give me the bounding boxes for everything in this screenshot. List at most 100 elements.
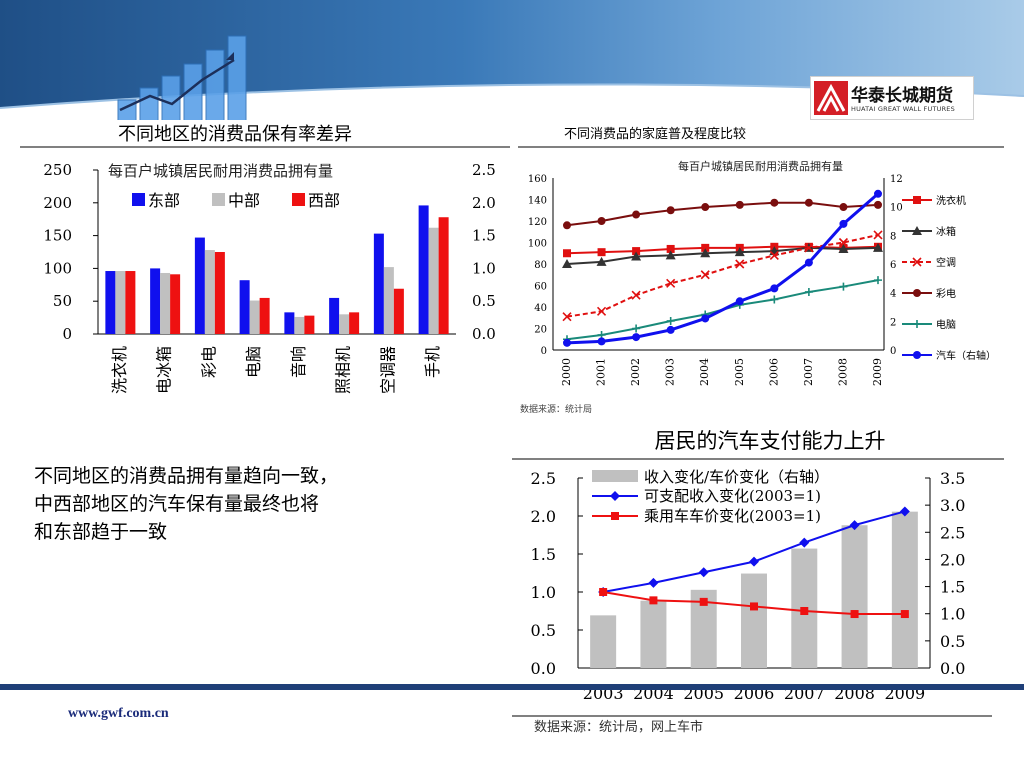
x-tick-label: 2003 bbox=[664, 358, 677, 386]
data-point bbox=[631, 290, 641, 300]
data-point bbox=[735, 259, 745, 269]
data-point bbox=[701, 243, 710, 252]
chart-title: 居民的汽车支付能力上升 bbox=[655, 429, 886, 453]
x-tick-label: 2001 bbox=[595, 358, 608, 386]
data-point bbox=[849, 520, 860, 531]
legend-marker bbox=[611, 512, 619, 520]
y-tick-label-left: 2.0 bbox=[531, 507, 556, 526]
data-point bbox=[701, 314, 710, 323]
x-tick-label: 电脑 bbox=[244, 346, 263, 378]
x-tick-label: 2005 bbox=[733, 358, 746, 386]
y-tick-label-left: 0 bbox=[541, 346, 547, 357]
data-point bbox=[804, 287, 813, 296]
legend-marker bbox=[610, 491, 620, 501]
x-tick-label: 手机 bbox=[423, 346, 442, 378]
chart-car-affordability: 居民的汽车支付能力上升 0.0 0.5 1.0 1.5 2.0 2.5 0.0 0.5 1.0 1.… bbox=[512, 429, 1004, 735]
data-point bbox=[597, 217, 606, 225]
legend-label: 可支配收入变化(2003=1) bbox=[644, 487, 821, 505]
data-point bbox=[839, 282, 848, 291]
bar bbox=[239, 280, 250, 334]
chart-affordability-panel: 居民的汽车支付能力上升 0.0 0.5 1.0 1.5 2.0 2.5 0.0 0.5 1.0 1.… bbox=[512, 424, 1004, 742]
y-tick-label-right: 4 bbox=[890, 289, 896, 300]
legend-label: 中部 bbox=[228, 191, 260, 210]
chart-subtitle: 每百户城镇居民耐用消费品拥有量 bbox=[108, 162, 333, 180]
bar bbox=[170, 274, 181, 334]
y-tick-label-right: 1.0 bbox=[940, 605, 965, 624]
legend-label: 汽车（右轴） bbox=[936, 349, 996, 362]
data-point bbox=[873, 230, 883, 240]
data-point bbox=[666, 206, 675, 215]
data-point bbox=[899, 506, 910, 517]
bar bbox=[329, 297, 340, 334]
data-point bbox=[750, 602, 758, 611]
data-point bbox=[850, 610, 859, 619]
data-point bbox=[665, 250, 676, 260]
data-point bbox=[804, 243, 814, 253]
x-tick-label: 2008 bbox=[836, 358, 849, 386]
y-tick-label-right: 0.5 bbox=[940, 632, 965, 651]
x-tick-label: 电冰箱 bbox=[155, 346, 174, 394]
data-point bbox=[597, 248, 606, 257]
data-point bbox=[698, 567, 709, 578]
y-tick-label-left: 150 bbox=[43, 227, 72, 245]
data-point bbox=[563, 338, 571, 347]
legend-marker bbox=[912, 226, 922, 235]
legend-marker bbox=[913, 351, 921, 359]
data-point bbox=[874, 276, 882, 285]
y-tick-label-right: 2.5 bbox=[940, 523, 965, 542]
chart-title: 不同消费品的家庭普及程度比较 bbox=[564, 126, 746, 142]
huatai-logo-icon bbox=[814, 81, 848, 115]
chart-source: 数据来源：统计局，网上车市 bbox=[534, 719, 703, 735]
data-point bbox=[563, 221, 571, 230]
legend-marker bbox=[913, 289, 921, 297]
bar bbox=[125, 271, 136, 334]
data-point bbox=[666, 316, 675, 325]
y-tick-label-left: 80 bbox=[534, 260, 547, 271]
data-point bbox=[874, 189, 882, 198]
bar bbox=[115, 271, 126, 334]
data-point bbox=[900, 610, 909, 619]
x-tick-label: 彩电 bbox=[199, 346, 218, 378]
y-tick-label-left: 250 bbox=[43, 161, 72, 179]
y-tick-label-right: 0 bbox=[890, 346, 896, 357]
data-point bbox=[770, 198, 779, 207]
data-point bbox=[769, 250, 779, 260]
chart-regional-ownership: 不同地区的消费品保有率差异 0 50 100 150 200 250 0.0 0.5 1.0 1.5… bbox=[20, 124, 510, 394]
data-point bbox=[838, 243, 849, 253]
bar bbox=[150, 268, 161, 334]
x-tick-label: 2009 bbox=[871, 358, 884, 386]
y-tick-label-right: 0.0 bbox=[940, 659, 965, 678]
y-tick-label-right: 1.5 bbox=[940, 578, 965, 597]
legend-marker bbox=[912, 257, 922, 267]
x-tick-label: 洗衣机 bbox=[110, 346, 129, 394]
data-point bbox=[666, 325, 675, 334]
legend-label: 洗衣机 bbox=[936, 194, 966, 207]
data-point bbox=[631, 251, 642, 261]
legend-label: 收入变化/车价变化（右轴） bbox=[644, 468, 829, 486]
data-point bbox=[804, 258, 813, 267]
bar bbox=[259, 297, 270, 334]
x-tick-label: 照相机 bbox=[334, 346, 353, 394]
legend-label: 西部 bbox=[308, 191, 340, 210]
y-tick-label-right: 3.0 bbox=[940, 496, 965, 515]
data-point bbox=[749, 556, 759, 567]
data-point bbox=[648, 577, 659, 588]
legend-marker bbox=[913, 320, 921, 328]
data-point bbox=[563, 249, 571, 258]
data-point bbox=[666, 278, 676, 288]
y-tick-label-left: 0.0 bbox=[531, 659, 556, 678]
chart-regional-ownership-panel: 不同地区的消费品保有率差异 0 50 100 150 200 250 0.0 0.5 1.0 1.5… bbox=[20, 120, 510, 410]
bar bbox=[393, 288, 404, 334]
bar bbox=[841, 525, 868, 668]
legend-label: 彩电 bbox=[936, 287, 956, 300]
chart-title: 不同地区的消费品保有率差异 bbox=[118, 124, 352, 145]
bar bbox=[294, 316, 305, 334]
y-tick-label-left: 0.5 bbox=[531, 621, 556, 640]
legend-swatch bbox=[132, 193, 145, 206]
data-point bbox=[632, 210, 641, 219]
data-point bbox=[596, 306, 607, 316]
website-link[interactable]: www.gwf.com.cn bbox=[68, 706, 169, 721]
x-tick-label: 2002 bbox=[629, 358, 642, 386]
data-point bbox=[562, 259, 572, 268]
data-point bbox=[735, 297, 744, 306]
